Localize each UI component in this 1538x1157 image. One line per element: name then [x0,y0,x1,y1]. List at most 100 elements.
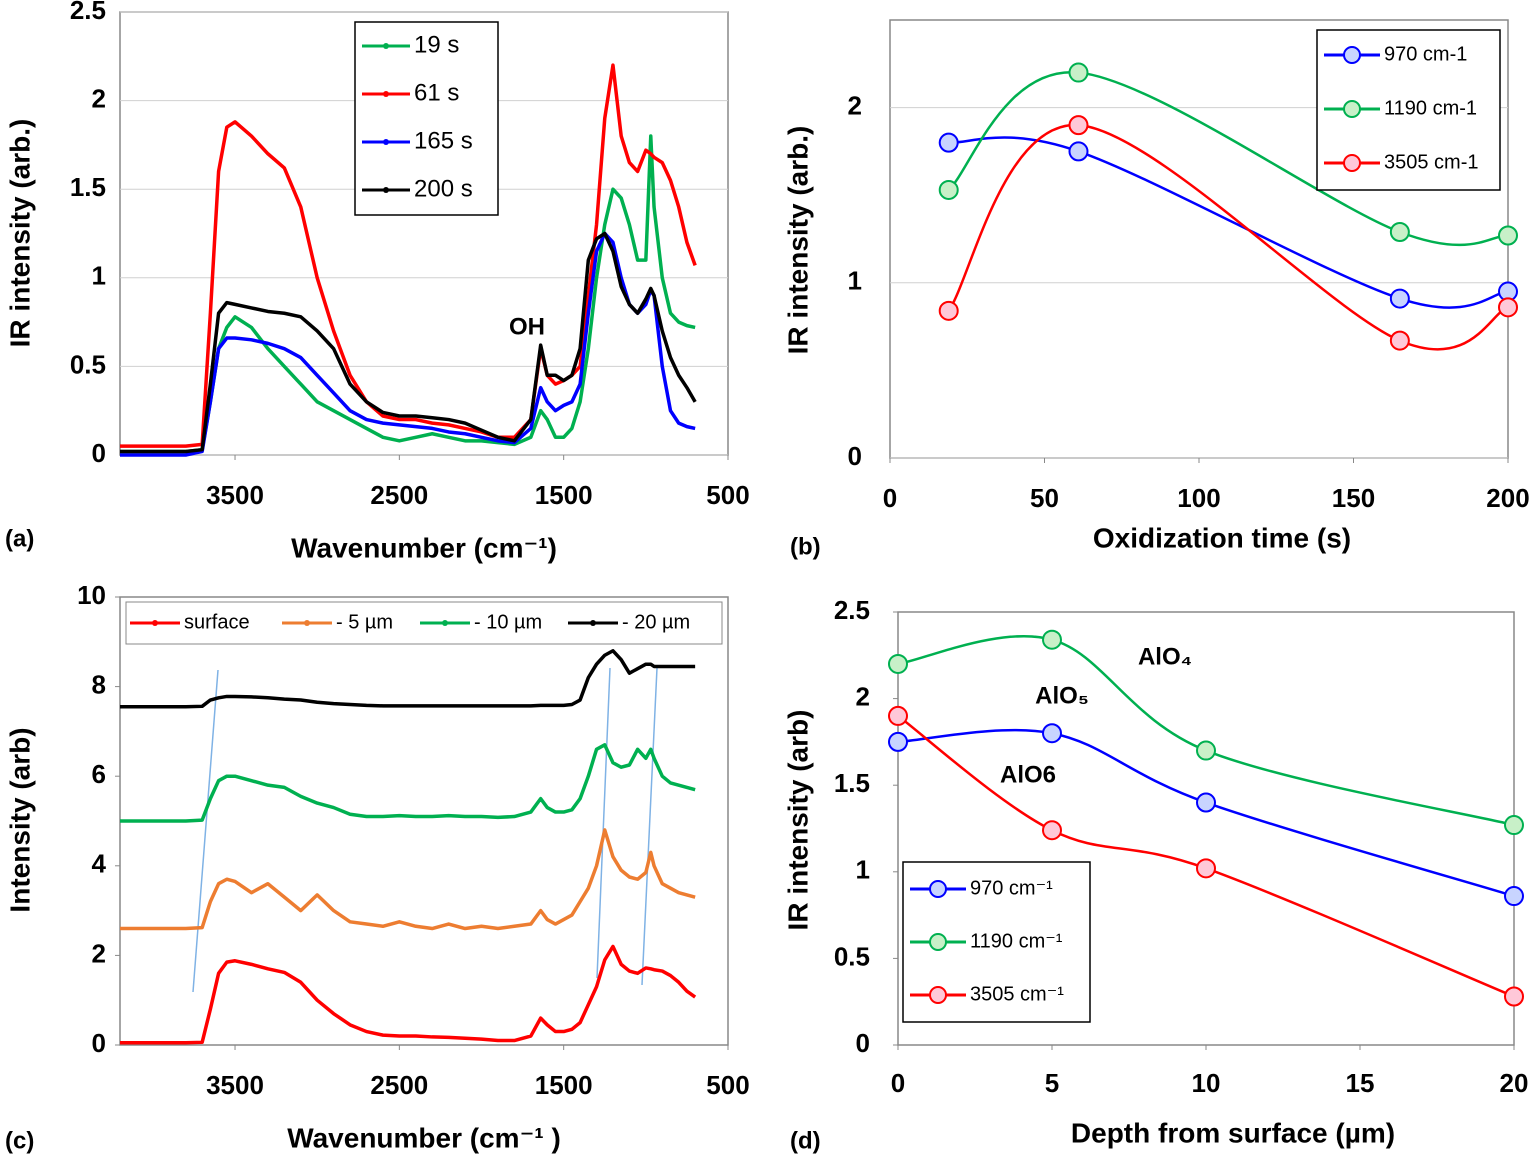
y-tick-label: 1 [856,855,870,885]
x-tick-label: 150 [1332,483,1375,513]
y-tick-label: 2.5 [834,595,870,625]
x-axis-title: Oxidization time (s) [1093,522,1351,553]
data-point [1196,858,1216,879]
legend-marker [1343,154,1361,172]
data-point [1504,815,1524,836]
legend-marker [152,620,158,626]
legend-marker [304,620,310,626]
legend-label: surface [184,611,250,633]
plot-frame [119,596,729,1046]
data-point [888,705,908,726]
y-tick-label: 2.5 [70,0,106,25]
x-tick-label: 5 [1045,1068,1059,1098]
y-tick-label: 0 [856,1028,870,1058]
legend-box [354,21,499,216]
x-tick-label: 0 [883,483,897,513]
y-tick-label: 1 [848,266,862,296]
guide-line [596,667,611,979]
x-tick-label: 50 [1030,483,1059,513]
legend-label: - 5 µm [336,611,393,633]
y-tick-label: 0 [848,441,862,471]
panel: 0 2 4 6 8 10 3500 2500 1500 500 surface - 5 µm - 10 … [4,580,749,1154]
x-tick-label: 10 [1192,1068,1221,1098]
legend-marker [442,620,448,626]
y-tick-label: 10 [77,580,106,610]
legend-marker [1343,100,1361,118]
y-tick-label: 6 [92,759,106,789]
legend-label: 61 s [414,79,459,106]
x-tick-label: 20 [1500,1068,1529,1098]
data-point [1068,115,1089,136]
data-point [1389,330,1410,351]
guide-line [641,667,658,986]
annotation: AlO₄ [1138,643,1192,670]
series-line [948,136,1509,309]
data-point [1389,288,1410,309]
legend-marker [929,880,947,898]
x-tick-label: 3500 [206,480,264,510]
legend-marker [383,139,389,145]
series-line [120,649,696,709]
guide-line [192,669,219,993]
annotation: AlO₅ [1035,682,1089,709]
legend-label: - 20 µm [622,611,690,633]
x-tick-label: 200 [1486,483,1529,513]
y-tick-label: 0.5 [834,941,870,971]
panel: 0 0.5 1 1.5 2 2.5 0 5 10 15 20 970 cm⁻¹ 1190 cm⁻¹ 350… [782,595,1528,1154]
legend-label: - 10 µm [474,611,542,633]
x-tick-label: 1500 [535,1070,593,1100]
legend-label: 3505 cm⁻¹ [970,983,1064,1005]
series-line [120,944,697,1045]
x-tick-label: 2500 [370,1070,428,1100]
data-point [938,179,959,200]
legend-label: 970 cm⁻¹ [970,877,1053,899]
series-line [120,231,697,454]
x-axis-title: Wavenumber (cm⁻¹) [291,532,557,563]
data-point [938,132,959,153]
legend-label: 1190 cm⁻¹ [970,930,1063,952]
y-tick-label: 2 [848,90,862,120]
annotation: OH [509,313,545,340]
legend-label: 1190 cm-1 [1384,97,1477,119]
y-axis-title: IR intensity (arb.) [4,119,35,348]
panel-label: (a) [5,525,34,552]
legend-label: 970 cm-1 [1384,43,1467,65]
y-tick-label: 0 [92,1028,106,1058]
y-axis-title: IR intensity (arb) [782,710,813,931]
legend-marker [383,43,389,49]
legend-label: 165 s [414,127,473,154]
panel: 0 0.5 1 1.5 2 2.5 3500 2500 1500 500 19 s 61 s 165 s… [4,0,749,563]
data-point [1504,886,1524,907]
panel-label: (d) [790,1127,821,1154]
y-tick-label: 2 [92,83,106,113]
data-point [1504,986,1524,1007]
series-line [120,743,696,823]
legend-marker [929,986,947,1004]
x-tick-label: 15 [1346,1068,1375,1098]
series-line [120,134,696,454]
panel-label: (b) [790,533,821,560]
data-point [1196,792,1216,813]
legend-marker [383,91,389,97]
data-point [1068,141,1089,162]
panel-label: (c) [5,1127,34,1154]
y-tick-label: 1 [92,261,106,291]
series-line [947,71,1509,247]
annotation: AlO6 [1000,761,1056,788]
y-tick-label: 0.5 [70,349,106,379]
y-tick-label: 2 [856,681,870,711]
data-point [888,731,908,752]
legend-marker [590,620,596,626]
data-point [1196,740,1216,761]
legend-marker [383,187,389,193]
x-tick-label: 100 [1177,483,1220,513]
data-point [1389,221,1410,242]
data-point [1498,225,1518,246]
legend-label: 19 s [414,31,459,58]
data-point [1498,297,1518,318]
x-tick-label: 3500 [206,1070,264,1100]
y-tick-label: 0 [92,438,106,468]
series-line [120,828,696,931]
x-axis-title: Wavenumber (cm⁻¹ ) [287,1122,561,1153]
